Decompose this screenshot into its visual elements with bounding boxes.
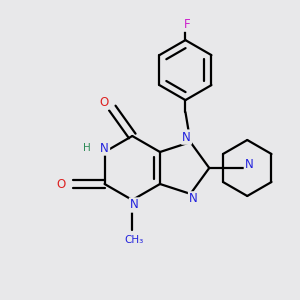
Text: O: O (100, 95, 109, 109)
Text: N: N (130, 199, 139, 212)
Text: N: N (182, 130, 191, 144)
Text: N: N (100, 142, 109, 154)
Text: O: O (56, 178, 65, 190)
Text: H: H (83, 143, 90, 153)
Text: F: F (184, 18, 191, 31)
Text: CH₃: CH₃ (125, 235, 144, 245)
Text: N: N (245, 158, 254, 170)
Text: N: N (189, 192, 198, 206)
